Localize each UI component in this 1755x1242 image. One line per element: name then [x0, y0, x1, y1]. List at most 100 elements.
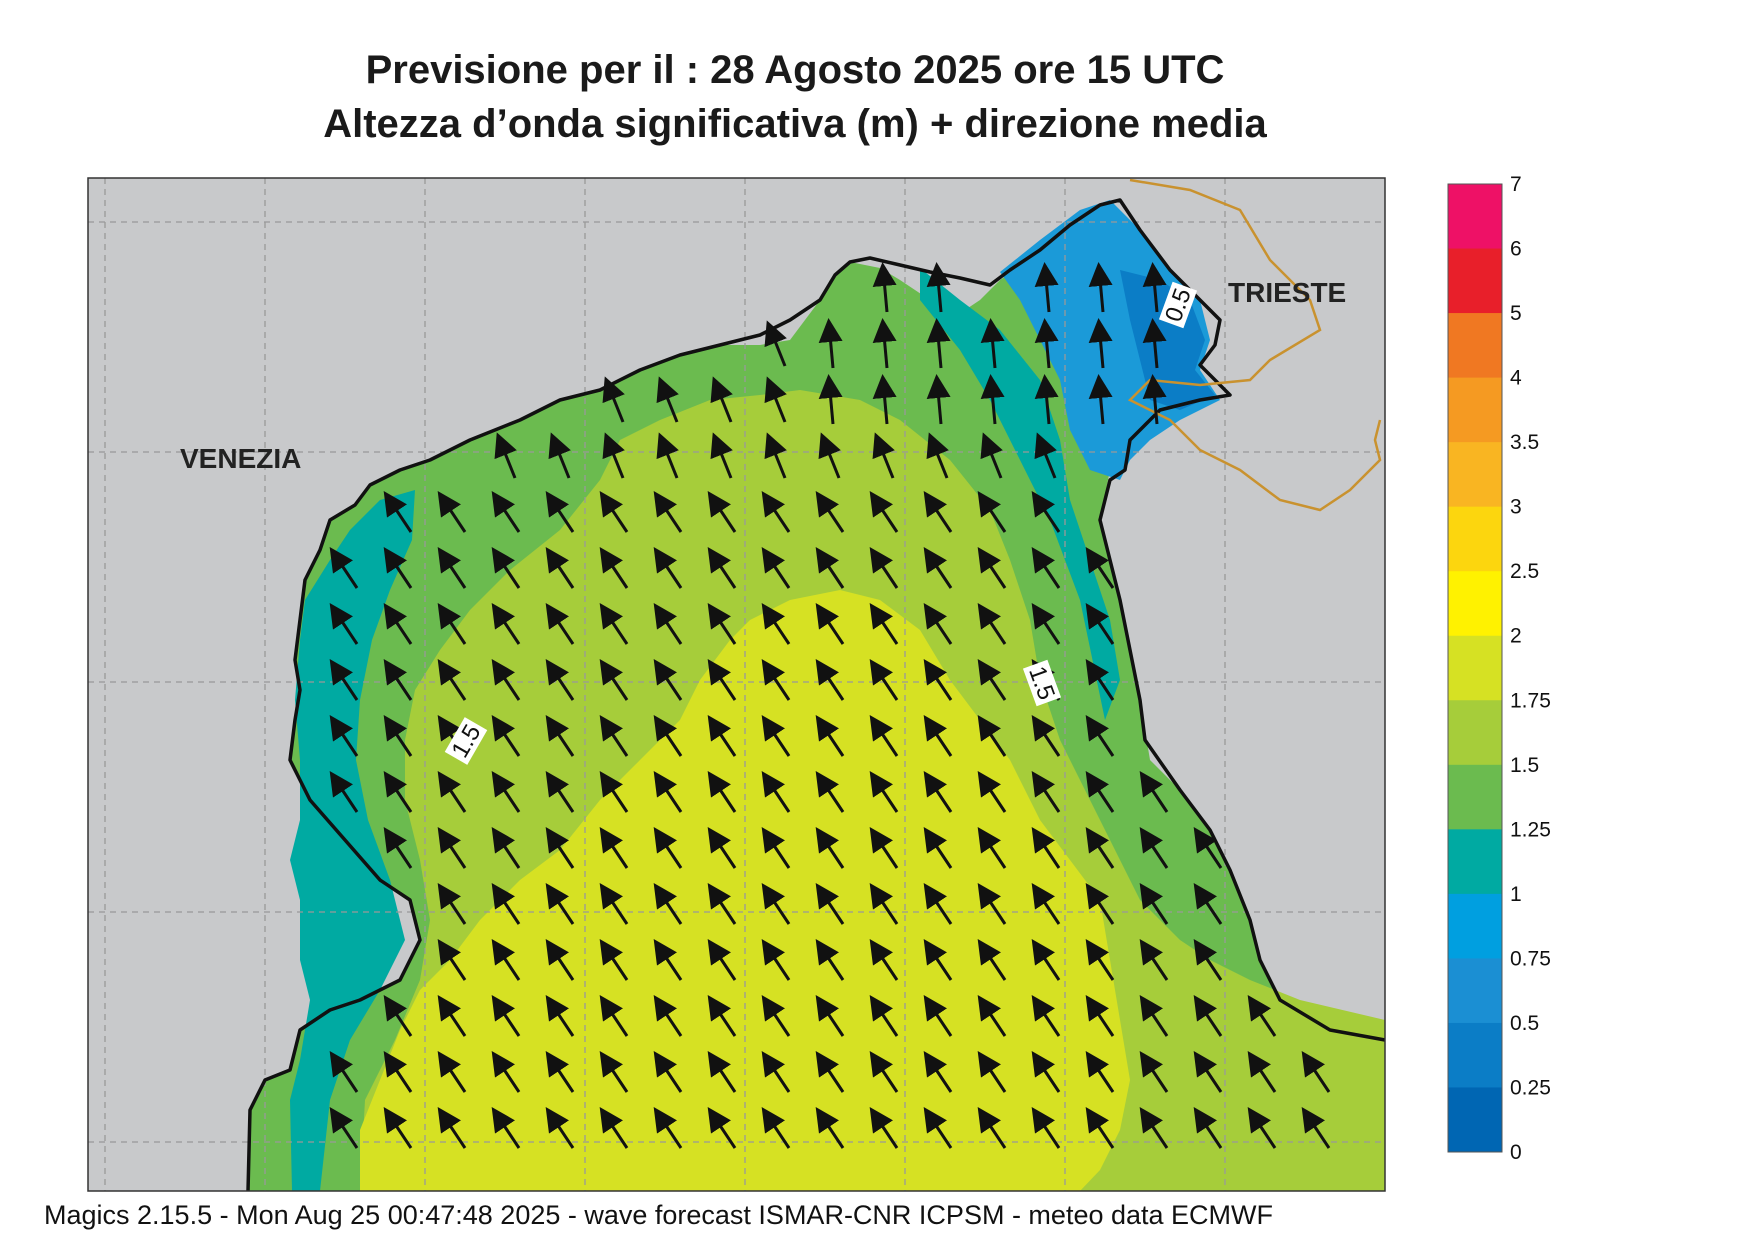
- direction-arrow: [923, 827, 953, 869]
- direction-arrow: [980, 318, 1005, 369]
- direction-arrow: [977, 939, 1007, 981]
- direction-arrow: [383, 771, 413, 813]
- direction-arrow: [437, 771, 467, 813]
- direction-arrow: [815, 1051, 845, 1093]
- direction-arrow: [656, 376, 679, 423]
- direction-arrow: [707, 771, 737, 813]
- direction-arrow: [437, 827, 467, 869]
- direction-arrow: [923, 771, 953, 813]
- direction-arrow: [1031, 771, 1061, 813]
- direction-arrow: [926, 374, 951, 425]
- direction-arrow: [761, 939, 791, 981]
- direction-arrow: [1247, 1051, 1277, 1093]
- direction-arrow: [1085, 827, 1115, 869]
- direction-arrow: [977, 1051, 1007, 1093]
- direction-arrow: [1031, 939, 1061, 981]
- direction-arrow: [1031, 995, 1061, 1037]
- direction-arrow: [1085, 547, 1115, 589]
- direction-arrow: [815, 827, 845, 869]
- direction-arrow: [329, 715, 359, 757]
- direction-arrow: [1139, 771, 1169, 813]
- direction-arrow: [707, 1107, 737, 1149]
- direction-arrow: [761, 883, 791, 925]
- direction-arrow: [707, 547, 737, 589]
- direction-arrow: [761, 491, 791, 533]
- direction-arrow: [1031, 1107, 1061, 1149]
- direction-arrow: [872, 318, 897, 369]
- direction-arrow: [1139, 883, 1169, 925]
- direction-arrow: [1142, 374, 1167, 425]
- direction-arrow: [869, 827, 899, 869]
- direction-arrow: [977, 771, 1007, 813]
- direction-arrow: [599, 939, 629, 981]
- direction-arrow: [545, 939, 575, 981]
- direction-arrow: [761, 547, 791, 589]
- colorbar-tick-label: 1.75: [1510, 689, 1551, 712]
- colorbar-tick-label: 2: [1510, 625, 1522, 648]
- direction-arrow: [1085, 715, 1115, 757]
- direction-arrow: [329, 547, 359, 589]
- direction-arrow: [1085, 995, 1115, 1037]
- direction-arrow: [545, 603, 575, 645]
- footer-credits: Magics 2.15.5 - Mon Aug 25 00:47:48 2025…: [44, 1200, 1274, 1230]
- direction-arrow: [815, 771, 845, 813]
- direction-arrow: [545, 547, 575, 589]
- direction-arrow: [491, 883, 521, 925]
- direction-arrow: [923, 1107, 953, 1149]
- direction-arrow: [494, 432, 517, 479]
- direction-arrow: [1142, 262, 1167, 313]
- direction-arrow: [545, 883, 575, 925]
- direction-arrow: [545, 1107, 575, 1149]
- direction-arrow: [653, 659, 683, 701]
- direction-arrow: [761, 771, 791, 813]
- direction-arrow: [1031, 883, 1061, 925]
- direction-arrow: [599, 1051, 629, 1093]
- colorbar-tick-label: 0: [1510, 1141, 1522, 1164]
- direction-arrow: [1031, 827, 1061, 869]
- direction-arrow: [599, 771, 629, 813]
- colorbar-tick-label: 0.25: [1510, 1076, 1551, 1099]
- direction-arrow: [764, 432, 787, 479]
- direction-arrow: [656, 432, 679, 479]
- direction-arrow: [710, 376, 733, 423]
- direction-arrow: [653, 771, 683, 813]
- direction-arrow: [815, 995, 845, 1037]
- direction-arrow: [545, 1051, 575, 1093]
- direction-arrow: [923, 1051, 953, 1093]
- direction-arrow: [923, 547, 953, 589]
- direction-arrow: [869, 659, 899, 701]
- forecast-subtitle: Altezza d’onda significativa (m) + direz…: [323, 102, 1267, 146]
- direction-arrow: [977, 547, 1007, 589]
- direction-arrow: [491, 771, 521, 813]
- direction-arrow: [383, 1051, 413, 1093]
- direction-arrow: [761, 715, 791, 757]
- direction-arrow: [437, 659, 467, 701]
- direction-arrow: [707, 659, 737, 701]
- colorbar-swatch: [1448, 377, 1502, 443]
- direction-arrow: [1139, 995, 1169, 1037]
- colorbar-tick-label: 6: [1510, 238, 1522, 261]
- direction-arrow: [923, 715, 953, 757]
- direction-arrow: [383, 995, 413, 1037]
- direction-arrow: [1139, 827, 1169, 869]
- direction-arrow: [707, 827, 737, 869]
- direction-arrow: [653, 603, 683, 645]
- direction-arrow: [869, 715, 899, 757]
- map-frame: [87, 177, 1386, 1192]
- colorbar: 7 6 5 4 3.5 3 2.5 2 1.75 1.5 1.25 1 0.75 0.5 0.25 0: [1447, 173, 1551, 1164]
- direction-arrow: [707, 715, 737, 757]
- direction-arrow: [491, 603, 521, 645]
- direction-arrow: [383, 1107, 413, 1149]
- direction-arrow: [761, 603, 791, 645]
- direction-arrow: [980, 374, 1005, 425]
- direction-arrow: [707, 939, 737, 981]
- colorbar-swatch: [1448, 829, 1502, 895]
- direction-arrow: [869, 771, 899, 813]
- direction-arrow: [653, 939, 683, 981]
- direction-arrow: [872, 262, 897, 313]
- direction-arrow: [923, 995, 953, 1037]
- colorbar-tick-label: 3: [1510, 496, 1522, 519]
- colorbar-swatch: [1448, 571, 1502, 637]
- direction-arrow: [1142, 318, 1167, 369]
- direction-arrow: [383, 715, 413, 757]
